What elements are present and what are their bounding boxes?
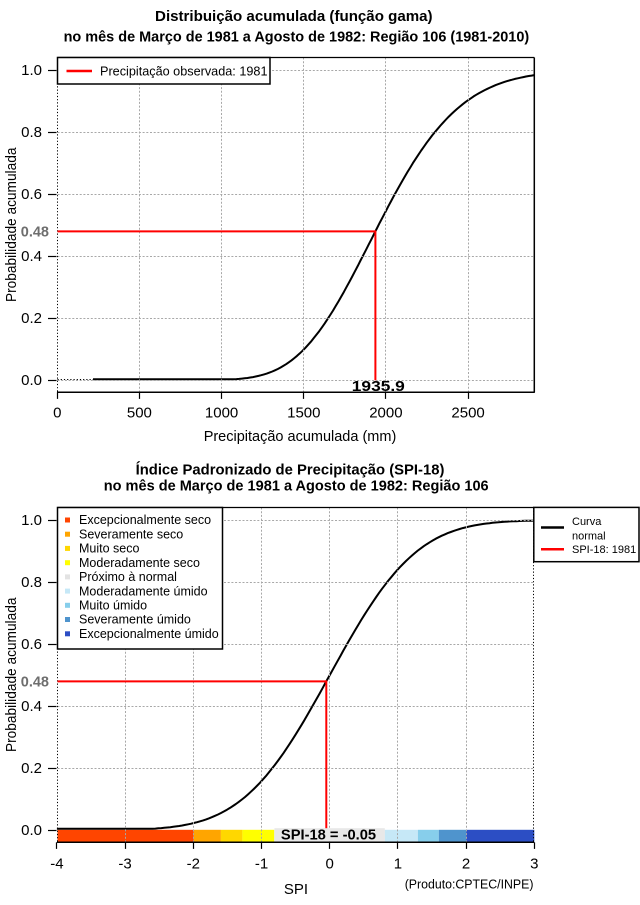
svg-text:no mês de Março de 1981 a Agos: no mês de Março de 1981 a Agosto de 1982… (104, 478, 489, 495)
svg-text:0.8: 0.8 (21, 124, 42, 141)
svg-text:Severamente seco: Severamente seco (79, 527, 183, 541)
svg-text:Muito seco: Muito seco (79, 542, 139, 556)
svg-text:Distribuição acumulada (função: Distribuição acumulada (função gama) (155, 8, 433, 25)
svg-text:SPI-18: 1981: SPI-18: 1981 (572, 544, 636, 556)
svg-text:0.4: 0.4 (21, 248, 42, 265)
svg-text:Moderadamente seco: Moderadamente seco (79, 556, 200, 570)
svg-text:0.6: 0.6 (21, 186, 42, 203)
svg-text:0: 0 (53, 405, 61, 422)
svg-text:no mês de Março de 1981 a Agos: no mês de Março de 1981 a Agosto de 1982… (64, 29, 530, 46)
svg-text:0.0: 0.0 (21, 372, 42, 389)
svg-text:Moderadamente úmido: Moderadamente úmido (79, 584, 208, 598)
svg-text:normal: normal (572, 531, 606, 543)
svg-text:Probabilidade acumulada: Probabilidade acumulada (3, 147, 20, 302)
svg-text:Índice Padronizado de Precipit: Índice Padronizado de Precipitação (SPI-… (136, 462, 445, 479)
svg-text:Excepcionalmente úmido: Excepcionalmente úmido (79, 627, 219, 641)
svg-text:1.0: 1.0 (21, 512, 42, 529)
svg-text:0.0: 0.0 (21, 822, 42, 839)
svg-text:0.4: 0.4 (21, 698, 42, 715)
svg-text:SPI: SPI (284, 881, 308, 898)
svg-text:-2: -2 (187, 856, 200, 873)
svg-text:2500: 2500 (451, 405, 484, 422)
svg-text:1: 1 (394, 856, 402, 873)
svg-text:1.0: 1.0 (21, 62, 42, 79)
svg-text:2: 2 (462, 856, 470, 873)
svg-text:1500: 1500 (287, 405, 320, 422)
svg-text:0.2: 0.2 (21, 310, 42, 327)
svg-text:1935.9: 1935.9 (352, 378, 405, 395)
svg-text:2000: 2000 (369, 405, 402, 422)
svg-text:0.8: 0.8 (21, 574, 42, 591)
svg-text:Próximo à normal: Próximo à normal (79, 570, 177, 584)
svg-text:0.2: 0.2 (21, 760, 42, 777)
svg-text:Severamente úmido: Severamente úmido (79, 613, 191, 627)
svg-text:Precipitação acumulada (mm): Precipitação acumulada (mm) (204, 428, 397, 445)
svg-text:Muito úmido: Muito úmido (79, 599, 147, 613)
svg-text:0: 0 (326, 856, 334, 873)
svg-text:Curva: Curva (572, 516, 602, 528)
svg-text:Probabilidade acumulada: Probabilidade acumulada (3, 597, 20, 752)
svg-text:1000: 1000 (205, 405, 238, 422)
svg-text:-3: -3 (118, 856, 131, 873)
svg-text:0.6: 0.6 (21, 636, 42, 653)
svg-text:SPI-18 = -0.05: SPI-18 = -0.05 (281, 826, 376, 843)
svg-text:500: 500 (127, 405, 152, 422)
svg-text:Excepcionalmente seco: Excepcionalmente seco (79, 513, 211, 527)
svg-text:-4: -4 (50, 856, 63, 873)
svg-text:0.48: 0.48 (21, 224, 49, 240)
svg-text:-1: -1 (255, 856, 268, 873)
svg-text:3: 3 (530, 856, 538, 873)
svg-text:0.48: 0.48 (21, 674, 49, 690)
svg-text:Precipitação observada: 1981: Precipitação observada: 1981 (100, 64, 268, 79)
svg-text:(Produto:CPTEC/INPE): (Produto:CPTEC/INPE) (405, 878, 534, 892)
